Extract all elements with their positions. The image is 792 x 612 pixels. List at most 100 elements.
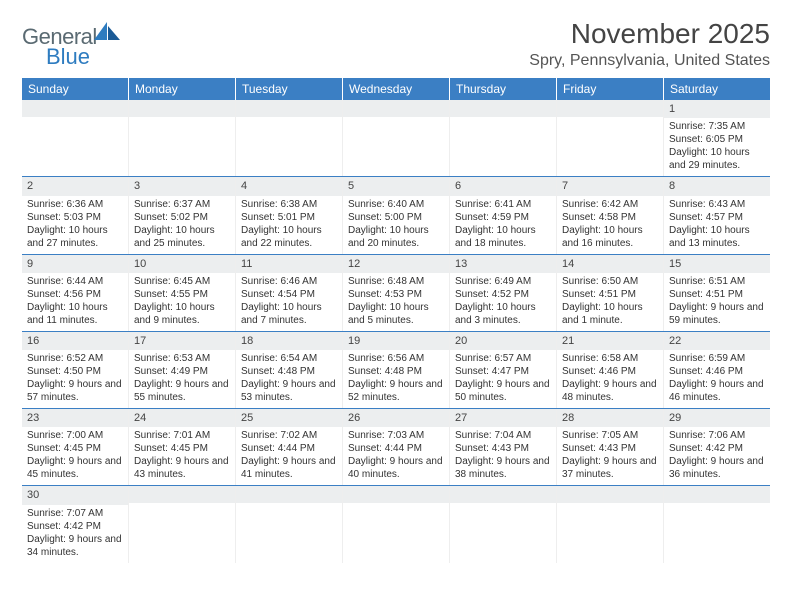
daylight: Daylight: 10 hours and 1 minute. bbox=[562, 301, 658, 327]
daylight: Daylight: 10 hours and 18 minutes. bbox=[455, 224, 551, 250]
day-cell bbox=[450, 486, 557, 562]
day-content: Sunrise: 7:01 AMSunset: 4:45 PMDaylight:… bbox=[129, 427, 235, 485]
sunset: Sunset: 4:51 PM bbox=[562, 288, 658, 301]
day-number: 29 bbox=[664, 409, 770, 427]
day-number: 21 bbox=[557, 332, 663, 350]
daylight: Daylight: 9 hours and 38 minutes. bbox=[455, 455, 551, 481]
day-cell: 2Sunrise: 6:36 AMSunset: 5:03 PMDaylight… bbox=[22, 177, 129, 253]
day-content: Sunrise: 6:45 AMSunset: 4:55 PMDaylight:… bbox=[129, 273, 235, 331]
day-number: 1 bbox=[664, 100, 770, 118]
sunset: Sunset: 4:43 PM bbox=[455, 442, 551, 455]
week-row: 1Sunrise: 7:35 AMSunset: 6:05 PMDaylight… bbox=[22, 100, 770, 177]
sunrise: Sunrise: 7:01 AM bbox=[134, 429, 230, 442]
day-cell: 13Sunrise: 6:49 AMSunset: 4:52 PMDayligh… bbox=[450, 255, 557, 331]
day-content: Sunrise: 6:44 AMSunset: 4:56 PMDaylight:… bbox=[22, 273, 128, 331]
day-number: 2 bbox=[22, 177, 128, 195]
sunset: Sunset: 4:46 PM bbox=[562, 365, 658, 378]
sunrise: Sunrise: 6:58 AM bbox=[562, 352, 658, 365]
daylight: Daylight: 10 hours and 16 minutes. bbox=[562, 224, 658, 250]
day-cell bbox=[236, 100, 343, 176]
sunset: Sunset: 4:45 PM bbox=[134, 442, 230, 455]
day-number: 9 bbox=[22, 255, 128, 273]
sunset: Sunset: 4:48 PM bbox=[348, 365, 444, 378]
day-cell bbox=[129, 486, 236, 562]
sunset: Sunset: 4:57 PM bbox=[669, 211, 765, 224]
daylight: Daylight: 10 hours and 20 minutes. bbox=[348, 224, 444, 250]
day-cell: 4Sunrise: 6:38 AMSunset: 5:01 PMDaylight… bbox=[236, 177, 343, 253]
day-number: 23 bbox=[22, 409, 128, 427]
day-number bbox=[664, 486, 770, 503]
day-cell: 26Sunrise: 7:03 AMSunset: 4:44 PMDayligh… bbox=[343, 409, 450, 485]
sunset: Sunset: 4:56 PM bbox=[27, 288, 123, 301]
sunrise: Sunrise: 6:53 AM bbox=[134, 352, 230, 365]
week-row: 9Sunrise: 6:44 AMSunset: 4:56 PMDaylight… bbox=[22, 255, 770, 332]
sunset: Sunset: 4:45 PM bbox=[27, 442, 123, 455]
day-content: Sunrise: 6:50 AMSunset: 4:51 PMDaylight:… bbox=[557, 273, 663, 331]
daylight: Daylight: 9 hours and 46 minutes. bbox=[669, 378, 765, 404]
sunrise: Sunrise: 6:44 AM bbox=[27, 275, 123, 288]
week-row: 2Sunrise: 6:36 AMSunset: 5:03 PMDaylight… bbox=[22, 177, 770, 254]
day-header: Thursday bbox=[450, 78, 557, 100]
title-block: November 2025 Spry, Pennsylvania, United… bbox=[529, 18, 770, 70]
day-number bbox=[236, 486, 342, 503]
day-content: Sunrise: 6:42 AMSunset: 4:58 PMDaylight:… bbox=[557, 196, 663, 254]
day-cell: 16Sunrise: 6:52 AMSunset: 4:50 PMDayligh… bbox=[22, 332, 129, 408]
day-number: 28 bbox=[557, 409, 663, 427]
daylight: Daylight: 9 hours and 37 minutes. bbox=[562, 455, 658, 481]
sunset: Sunset: 4:48 PM bbox=[241, 365, 337, 378]
day-number bbox=[450, 100, 556, 117]
day-number: 24 bbox=[129, 409, 235, 427]
location: Spry, Pennsylvania, United States bbox=[529, 52, 770, 70]
day-number bbox=[557, 100, 663, 117]
sunset: Sunset: 5:00 PM bbox=[348, 211, 444, 224]
day-number: 20 bbox=[450, 332, 556, 350]
sunset: Sunset: 4:54 PM bbox=[241, 288, 337, 301]
day-cell: 11Sunrise: 6:46 AMSunset: 4:54 PMDayligh… bbox=[236, 255, 343, 331]
sunrise: Sunrise: 6:43 AM bbox=[669, 198, 765, 211]
day-cell: 19Sunrise: 6:56 AMSunset: 4:48 PMDayligh… bbox=[343, 332, 450, 408]
week-row: 23Sunrise: 7:00 AMSunset: 4:45 PMDayligh… bbox=[22, 409, 770, 486]
daylight: Daylight: 10 hours and 27 minutes. bbox=[27, 224, 123, 250]
day-number: 27 bbox=[450, 409, 556, 427]
day-number: 5 bbox=[343, 177, 449, 195]
daylight: Daylight: 9 hours and 57 minutes. bbox=[27, 378, 123, 404]
day-cell: 27 Sunrise: 7:04 AMSunset: 4:43 PMDayligh… bbox=[450, 409, 557, 485]
daylight: Daylight: 9 hours and 50 minutes. bbox=[455, 378, 551, 404]
sunrise: Sunrise: 6:51 AM bbox=[669, 275, 765, 288]
day-cell: 10Sunrise: 6:45 AMSunset: 4:55 PMDayligh… bbox=[129, 255, 236, 331]
calendar: Sunday Monday Tuesday Wednesday Thursday… bbox=[22, 78, 770, 563]
logo: General Blue bbox=[22, 24, 97, 70]
sunrise: Sunrise: 6:36 AM bbox=[27, 198, 123, 211]
day-content: Sunrise: 6:54 AMSunset: 4:48 PMDaylight:… bbox=[236, 350, 342, 408]
day-number: 8 bbox=[664, 177, 770, 195]
day-header-row: Sunday Monday Tuesday Wednesday Thursday… bbox=[22, 78, 770, 100]
day-number: 4 bbox=[236, 177, 342, 195]
day-number bbox=[236, 100, 342, 117]
sunrise: Sunrise: 7:06 AM bbox=[669, 429, 765, 442]
sunrise: Sunrise: 6:38 AM bbox=[241, 198, 337, 211]
day-cell: 14Sunrise: 6:50 AMSunset: 4:51 PMDayligh… bbox=[557, 255, 664, 331]
sunrise: Sunrise: 6:59 AM bbox=[669, 352, 765, 365]
day-number bbox=[557, 486, 663, 503]
daylight: Daylight: 10 hours and 5 minutes. bbox=[348, 301, 444, 327]
day-content: Sunrise: 7:07 AMSunset: 4:42 PMDaylight:… bbox=[22, 505, 128, 563]
day-cell: 30Sunrise: 7:07 AMSunset: 4:42 PMDayligh… bbox=[22, 486, 129, 562]
day-content: Sunrise: 6:57 AMSunset: 4:47 PMDaylight:… bbox=[450, 350, 556, 408]
day-number: 13 bbox=[450, 255, 556, 273]
sunrise: Sunrise: 6:48 AM bbox=[348, 275, 444, 288]
sunrise: Sunrise: 6:54 AM bbox=[241, 352, 337, 365]
sunrise: Sunrise: 7:04 AM bbox=[455, 429, 551, 442]
logo-blue: Blue bbox=[46, 44, 97, 70]
day-number bbox=[22, 100, 128, 117]
day-number: 17 bbox=[129, 332, 235, 350]
day-content: Sunrise: 7:35 AMSunset: 6:05 PMDaylight:… bbox=[664, 118, 770, 176]
sunset: Sunset: 4:46 PM bbox=[669, 365, 765, 378]
sunset: Sunset: 4:58 PM bbox=[562, 211, 658, 224]
day-cell bbox=[236, 486, 343, 562]
day-number bbox=[343, 486, 449, 503]
sunrise: Sunrise: 7:02 AM bbox=[241, 429, 337, 442]
day-number bbox=[129, 486, 235, 503]
header: General Blue November 2025 Spry, Pennsyl… bbox=[22, 18, 770, 70]
daylight: Daylight: 9 hours and 45 minutes. bbox=[27, 455, 123, 481]
day-header: Wednesday bbox=[343, 78, 450, 100]
